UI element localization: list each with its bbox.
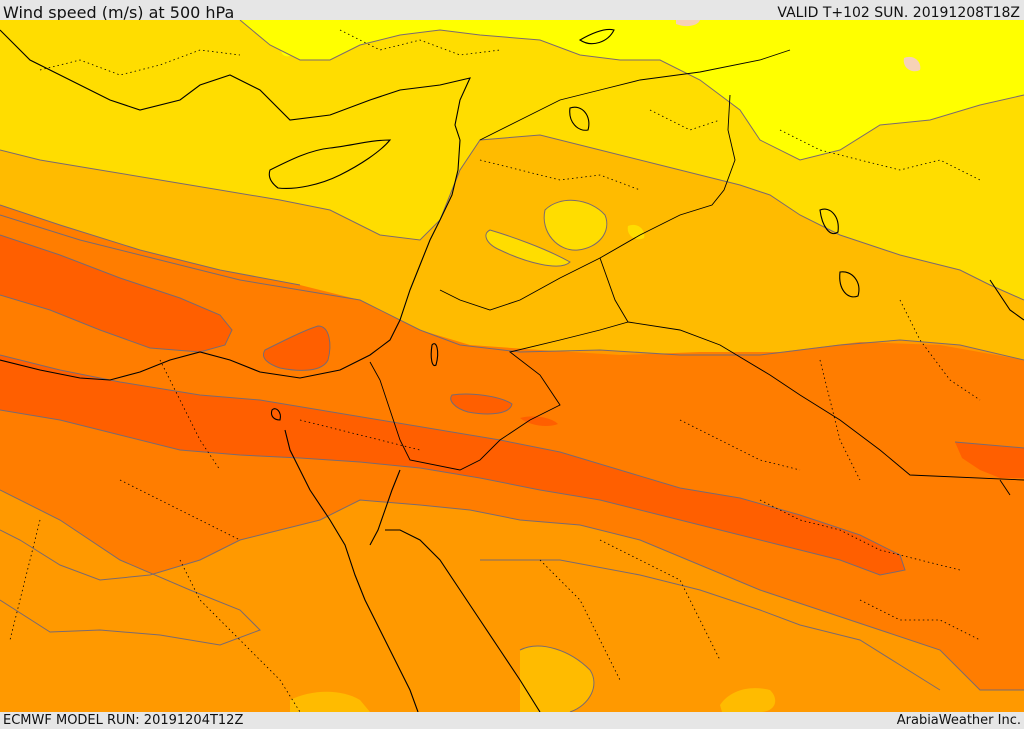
wind-patch-jet-coast [263,326,330,371]
footer-bar: ECMWF MODEL RUN: 20191204T12Z ArabiaWeat… [0,712,1024,729]
wind-patch-bottom-gold-2 [720,688,776,712]
map-title: Wind speed (m/s) at 500 hPa [3,3,235,22]
wind-patch-pale-2 [903,56,921,72]
wind-band-jet-nw [0,235,232,352]
map-canvas [0,20,1024,712]
wind-band-jet [0,355,905,575]
wind-band-calm [240,20,1024,160]
valid-time-label: VALID T+102 SUN. 20191208T18Z [777,5,1020,21]
wind-patch-gold-1 [544,200,607,251]
credit-label: ArabiaWeather Inc. [896,713,1021,728]
wind-patch-bottom-gold-3 [290,691,370,712]
wind-patch-gold-4 [627,224,645,240]
wind-patch-jet-jordan [450,394,512,414]
admin-boundaries [9,29,981,712]
header-bar: Wind speed (m/s) at 500 hPa VALID T+102 … [0,0,1024,22]
wind-patch-orange-se [480,560,940,690]
wind-patch-bottom-gold [520,646,594,712]
country-borders [369,49,1024,496]
wind-patch-orange-sw [0,490,260,645]
wind-contours [0,20,1024,712]
coastlines [0,28,1024,712]
wind-patch-gold-2 [485,230,570,267]
wind-patch-jet-small [520,416,558,426]
wind-patch-yellow [281,43,293,57]
wind-patch-jet-east [955,442,1024,478]
model-run-label: ECMWF MODEL RUN: 20191204T12Z [3,713,244,728]
wind-speed-map [0,20,1024,712]
wind-patch-pale-1 [676,20,700,27]
wind-patch-gold-3 [372,194,396,211]
